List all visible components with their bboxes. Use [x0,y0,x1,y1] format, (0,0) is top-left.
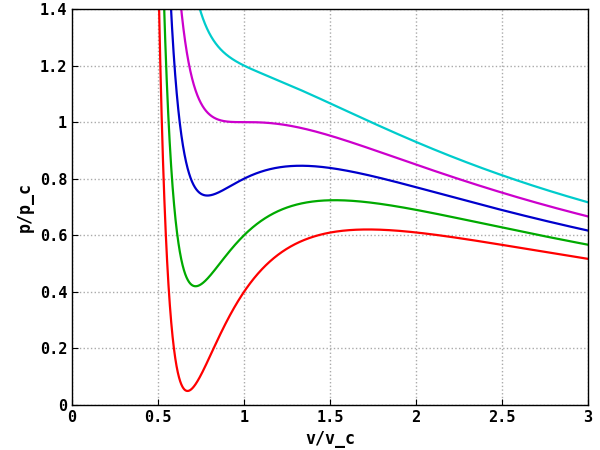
X-axis label: v/v_c: v/v_c [305,430,355,448]
Y-axis label: p/p_c: p/p_c [16,182,34,232]
